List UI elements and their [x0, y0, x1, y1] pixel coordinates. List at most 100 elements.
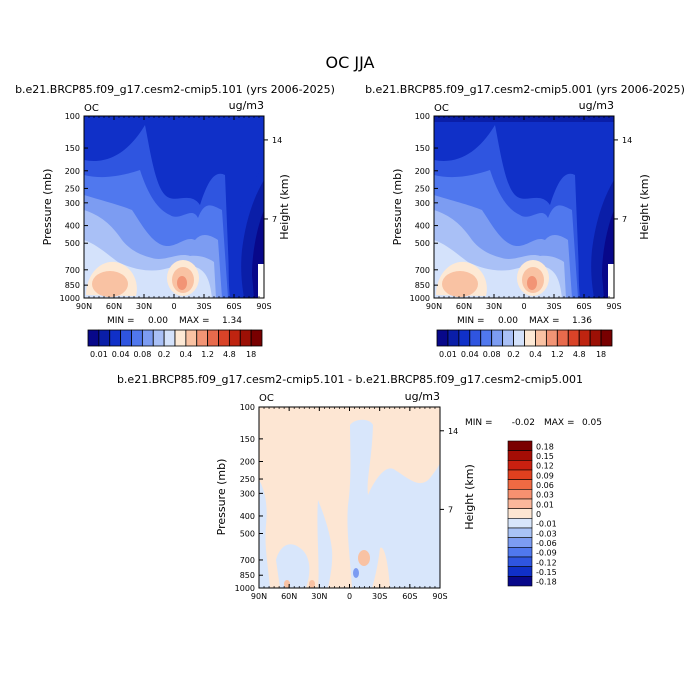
colorbar-label: -0.06: [536, 539, 557, 548]
panel-1-y2label: Height (km): [278, 174, 291, 240]
y-tick-label: 850: [415, 281, 430, 290]
contour-band: [309, 580, 315, 588]
colorbar-swatch: [507, 450, 533, 461]
x-tick-label: 30S: [196, 302, 211, 311]
colorbar-label: -0.01: [536, 520, 557, 529]
colorbar-swatch: [507, 469, 533, 480]
colorbar-swatch: [524, 329, 536, 347]
x-tick-label: 90N: [251, 592, 267, 601]
panel-2-min-label: MIN =: [457, 316, 485, 326]
y2-tick-label: 14: [448, 427, 458, 436]
y-tick-label: 300: [240, 489, 255, 498]
colorbar-swatch: [109, 329, 122, 347]
contour-band: [92, 271, 128, 297]
y-tick-label: 100: [65, 112, 80, 121]
panel-1-max-value: 1.34: [222, 316, 242, 326]
y2-tick-label: 14: [622, 136, 632, 145]
colorbar-label: 1.2: [551, 350, 564, 359]
panel-1-contours: [84, 116, 264, 298]
panel-2-title: b.e21.BRCP85.f09_g17.cesm2-cmip5.001 (yr…: [365, 83, 685, 96]
x-tick-label: 60S: [226, 302, 241, 311]
panel-3-y2label: Height (km): [463, 464, 476, 530]
colorbar-label: -0.09: [536, 549, 557, 558]
colorbar-swatch: [141, 329, 154, 347]
y-tick-label: 500: [240, 530, 255, 539]
y2-tick-label: 7: [272, 215, 277, 224]
colorbar-label: -0.18: [536, 578, 557, 587]
colorbar-label: 0: [536, 510, 541, 519]
colorbar-swatch: [174, 329, 187, 347]
panel-1-min-value: 0.00: [148, 316, 168, 326]
contour-band: [527, 276, 537, 290]
colorbar-swatch: [535, 329, 547, 347]
colorbar-label: 0.04: [112, 350, 130, 359]
x-tick-label: 30S: [372, 592, 387, 601]
colorbar-swatch: [507, 576, 533, 587]
colorbar-label: 0.4: [529, 350, 542, 359]
x-tick-label: 30N: [311, 592, 327, 601]
colorbar-swatch: [507, 508, 533, 519]
y-tick-label: 300: [415, 199, 430, 208]
colorbar-label: -0.03: [536, 529, 557, 538]
contour-band: [347, 419, 440, 588]
colorbar-swatch: [507, 518, 533, 529]
colorbar-label: -0.15: [536, 568, 557, 577]
y2-tick-label: 14: [272, 136, 282, 145]
colorbar-label: 0.01: [536, 500, 554, 509]
colorbar-swatch: [207, 329, 219, 347]
colorbar-label: 0.08: [483, 350, 501, 359]
y-tick-label: 1000: [60, 294, 80, 303]
panel-3: b.e21.BRCP85.f09_g17.cesm2-cmip5.101 - b…: [117, 373, 602, 601]
y-tick-label: 700: [65, 266, 80, 275]
panel-2-contours: [434, 116, 614, 298]
colorbar-swatch: [507, 537, 533, 548]
colorbar-swatch: [507, 489, 533, 500]
panel-2-min-value: 0.00: [498, 316, 518, 326]
panel-3-units: ug/m3: [405, 390, 440, 403]
colorbar-label: 0.08: [133, 350, 151, 359]
panel-3-contours: [259, 407, 440, 588]
panel-2-y2label: Height (km): [638, 174, 651, 240]
colorbar-label: -0.12: [536, 558, 557, 567]
y-tick-label: 150: [65, 144, 80, 153]
contour-band: [259, 480, 270, 588]
x-tick-label: 60S: [402, 592, 417, 601]
colorbar-label: 4.8: [223, 350, 236, 359]
colorbar-label: 0.03: [536, 491, 554, 500]
y-tick-label: 100: [240, 403, 255, 412]
colorbar-swatch: [239, 329, 252, 347]
y-tick-label: 700: [415, 266, 430, 275]
y-tick-label: 150: [240, 435, 255, 444]
colorbar-label: 1.2: [201, 350, 214, 359]
panel-1-ylabel: Pressure (mb): [41, 169, 54, 246]
panel-2-var-label: OC: [434, 103, 449, 114]
panel-3-max-label: MAX =: [544, 418, 575, 428]
x-tick-label: 60N: [281, 592, 297, 601]
colorbar-swatch: [578, 329, 591, 347]
x-tick-label: 60N: [456, 302, 472, 311]
x-tick-label: 90N: [76, 302, 92, 311]
contour-band: [317, 500, 333, 588]
panel-3-ylabel: Pressure (mb): [215, 459, 228, 536]
colorbar-swatch: [480, 329, 493, 347]
panel-2: b.e21.BRCP85.f09_g17.cesm2-cmip5.001 (yr…: [365, 83, 685, 359]
colorbar-swatch: [152, 329, 165, 347]
missing-data: [258, 264, 264, 298]
x-tick-label: 0: [171, 302, 176, 311]
contour-band: [353, 568, 359, 578]
panel-1-units: ug/m3: [229, 99, 264, 112]
contour-band: [358, 550, 370, 566]
x-tick-label: 90S: [256, 302, 271, 311]
x-tick-label: 90S: [606, 302, 621, 311]
panel-3-max-value: 0.05: [582, 418, 602, 428]
panel-1-title: b.e21.BRCP85.f09_g17.cesm2-cmip5.101 (yr…: [15, 83, 335, 96]
colorbar-label: 0.2: [507, 350, 520, 359]
colorbar-swatch: [228, 329, 241, 347]
y-tick-label: 400: [240, 512, 255, 521]
colorbar-swatch: [507, 440, 533, 451]
colorbar-label: 0.09: [536, 471, 554, 480]
x-tick-label: 30S: [546, 302, 561, 311]
y-tick-label: 150: [415, 144, 430, 153]
panel-1-max-label: MAX =: [179, 316, 210, 326]
